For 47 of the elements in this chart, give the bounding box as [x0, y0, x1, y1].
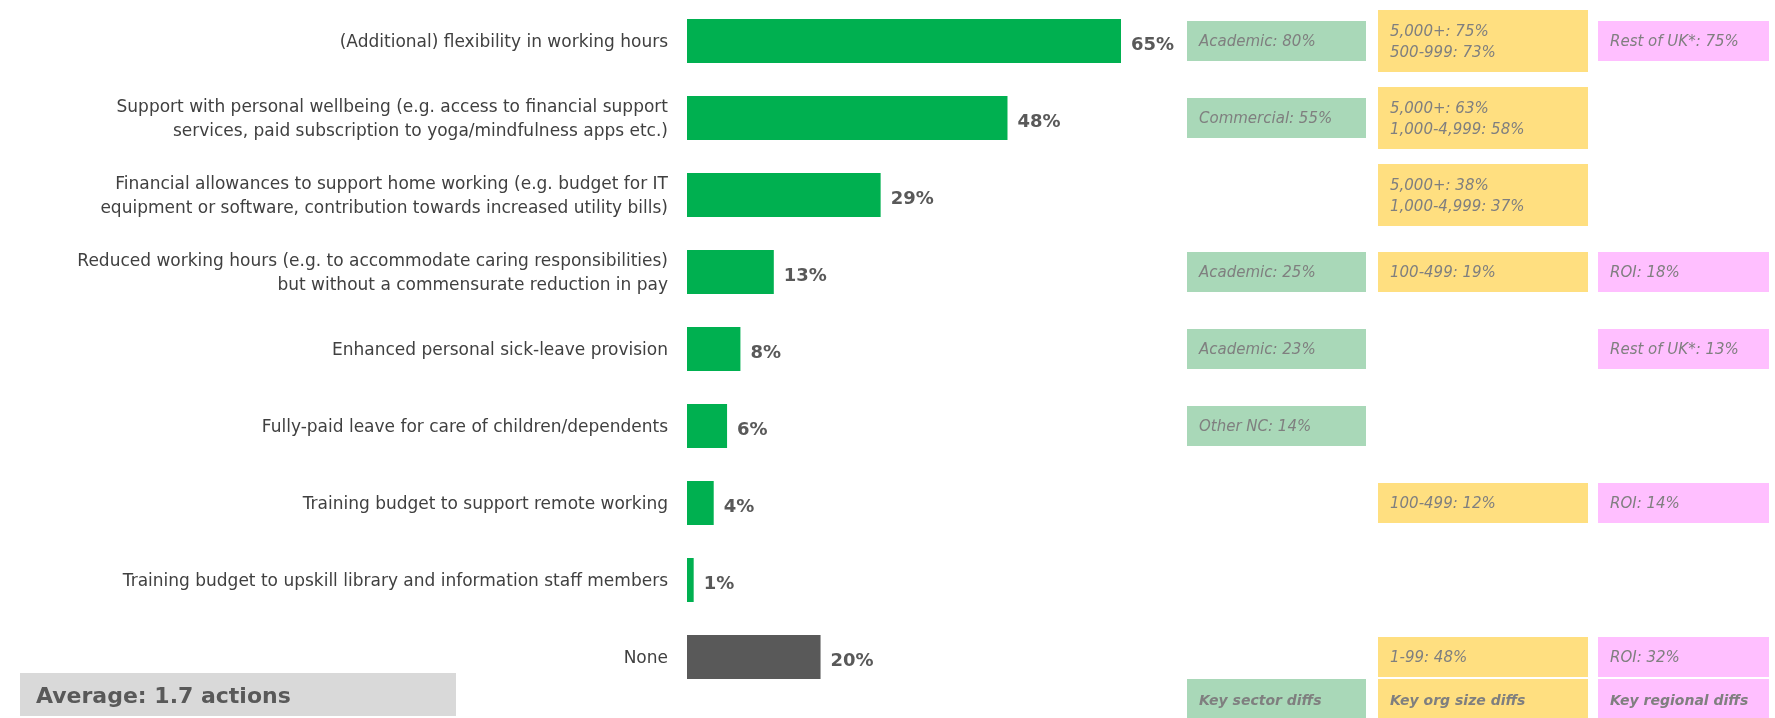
- text: Commercial: 55%: [1199, 109, 1333, 127]
- y-tick-label: Fully-paid leave for care of children/dependents: [261, 416, 669, 436]
- data-label: 20%: [830, 648, 874, 670]
- text: 5,000+: 63% 1,000-4,999: 58%: [1390, 98, 1525, 138]
- text: 100-499: 19%: [1390, 263, 1496, 281]
- category-label: Key org size diffs: [1390, 692, 1526, 708]
- y-tick-label: None: [623, 647, 668, 667]
- y-tick-label: Financial allowances to support home working (e.g. budget for IT equipment or software, contribution towards increased utility bills): [100, 173, 669, 217]
- data-label: 8%: [750, 340, 781, 362]
- text: 1-99: 48%: [1390, 648, 1468, 666]
- text: Academic: 25%: [1199, 263, 1316, 281]
- text: ROI: 18%: [1610, 263, 1680, 281]
- text: Rest of UK*: 13%: [1610, 340, 1739, 358]
- text: 100-499: 12%: [1390, 494, 1496, 512]
- bar: [687, 481, 714, 525]
- y-tick-label: Training budget to support remote working: [301, 493, 668, 513]
- category-label: Key regional diffs: [1610, 692, 1749, 708]
- y-tick-label: Reduced working hours (e.g. to accommodate caring responsibilities) but without a commensurate reduction in pay: [77, 250, 668, 294]
- data-label: 1%: [703, 571, 735, 593]
- category-label: Key sector diffs: [1199, 692, 1322, 708]
- text: ROI: 14%: [1610, 494, 1680, 512]
- bar: [687, 404, 728, 448]
- data-label: 65%: [1131, 32, 1175, 54]
- text: Other NC: 14%: [1199, 417, 1312, 435]
- y-tick-label: Enhanced personal sick-leave provision: [331, 339, 668, 359]
- bar: [687, 635, 821, 679]
- text: 5,000+: 75% 500-999: 73%: [1390, 21, 1496, 61]
- bar: [687, 96, 1008, 140]
- bar: [687, 327, 741, 371]
- text: Academic: 80%: [1199, 32, 1316, 50]
- y-tick-label: (Additional) flexibility in working hours: [339, 31, 669, 51]
- bar: [687, 173, 881, 217]
- text: Average: 1.7 actions: [36, 682, 291, 708]
- data-label: 29%: [890, 186, 934, 208]
- bar: [687, 558, 694, 602]
- text: Academic: 23%: [1199, 340, 1316, 358]
- data-label: 48%: [1017, 109, 1061, 131]
- text: 5,000+: 38% 1,000-4,999: 37%: [1390, 175, 1525, 215]
- bar: [687, 19, 1121, 63]
- text: ROI: 32%: [1610, 648, 1680, 666]
- y-tick-label: Training budget to upskill library and information staff members: [121, 570, 669, 590]
- data-label: 13%: [783, 263, 827, 285]
- y-tick-label: Support with personal wellbeing (e.g. access to financial support services, paid subscription to yoga/mindfulness apps etc.): [116, 96, 669, 140]
- data-label: 4%: [723, 494, 755, 516]
- data-label: 6%: [737, 417, 768, 439]
- text: Rest of UK*: 75%: [1610, 32, 1739, 50]
- bar: [687, 250, 774, 294]
